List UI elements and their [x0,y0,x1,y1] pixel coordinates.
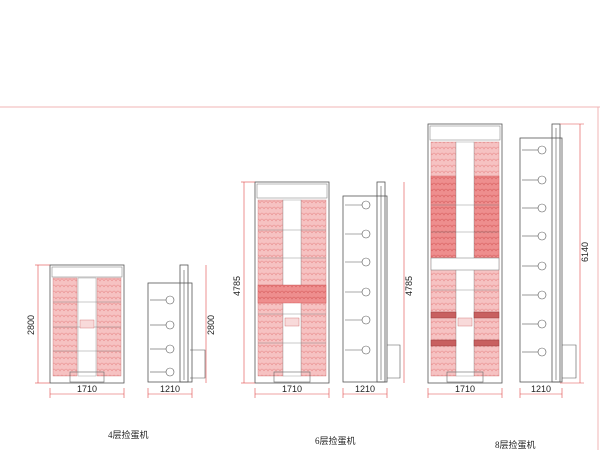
m2-side-width: 1210 [355,384,375,394]
m2-front-width: 1710 [282,384,302,394]
m3-side-width: 1210 [531,384,551,394]
machine-6-tier-side-view [342,181,401,383]
m2-front-height: 4785 [232,276,242,296]
machine-6-tier-front-view [254,181,330,384]
caption-6-tier: 6层捡蛋机 [315,436,356,446]
caption-8-tier: 8层捡蛋机 [495,440,536,450]
machine-6-tier-dimensions [241,181,405,398]
m3-side-height: 6140 [580,242,590,262]
machine-4-tier-dimensions [35,264,207,398]
m1-front-height: 2800 [26,315,36,335]
m1-side-height: 2800 [206,315,216,335]
machine-8-tier-side-view [519,123,577,383]
m2-side-height: 4785 [404,276,414,296]
machine-4-tier-front-view [49,264,125,384]
caption-4-tier: 4层捡蛋机 [108,430,149,440]
m1-side-width: 1210 [160,384,180,394]
machine-8-tier-front-view [427,123,503,384]
m3-front-width: 1710 [455,384,475,394]
machine-4-tier-side-view [147,264,206,383]
machine-8-tier-dimensions [427,123,584,398]
m1-front-width: 1710 [77,384,97,394]
